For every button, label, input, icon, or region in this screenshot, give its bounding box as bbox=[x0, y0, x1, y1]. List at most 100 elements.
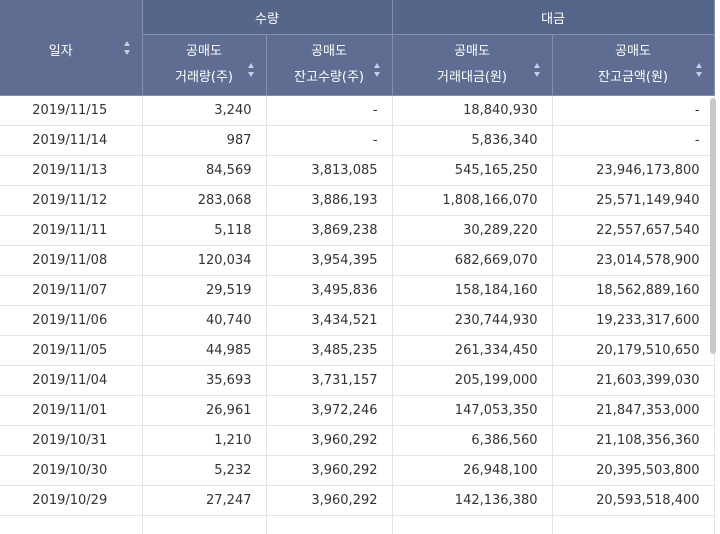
short-trade-value-cell: 147,053,350 bbox=[392, 395, 553, 426]
table-row: 2019/11/12 283,068 3,886,193 1,808,166,070 2… bbox=[0, 185, 715, 216]
date-cell bbox=[0, 515, 143, 534]
short-balance-qty-cell: 3,485,235 bbox=[266, 335, 393, 366]
short-balance-amount-cell: 23,946,173,800 bbox=[552, 155, 715, 186]
table-row: 2019/11/11 5,118 3,869,238 30,289,220 22,557… bbox=[0, 215, 715, 246]
short-volume-cell bbox=[142, 515, 267, 534]
table-row: 2019/11/14 987-5,836,340- bbox=[0, 125, 715, 156]
short-volume-cell: 3,240 bbox=[142, 95, 267, 126]
short-volume-cell: 987 bbox=[142, 125, 267, 156]
short-balance-qty-cell: 3,960,292 bbox=[266, 425, 393, 456]
short-trade-value-header[interactable]: 공매도 거래대금(원) bbox=[392, 34, 553, 96]
short-balance-amount-cell: 21,847,353,000 bbox=[552, 395, 715, 426]
short-balance-amount-cell: 20,179,510,650 bbox=[552, 335, 715, 366]
table-row: 2019/10/31 1,210 3,960,292 6,386,560 21,108,… bbox=[0, 425, 715, 456]
short-volume-cell: 1,210 bbox=[142, 425, 267, 456]
date-column-header[interactable]: 일자 bbox=[0, 0, 143, 96]
short-balance-amount-cell: 20,395,503,800 bbox=[552, 455, 715, 486]
header-line-2: 잔고수량(주) bbox=[294, 70, 364, 85]
header-line-1: 공매도 bbox=[454, 44, 490, 59]
short-balance-qty-cell: - bbox=[266, 95, 393, 126]
short-trade-value-cell: 26,948,100 bbox=[392, 455, 553, 486]
date-cell: 2019/11/06 bbox=[0, 305, 143, 336]
date-cell: 2019/11/15 bbox=[0, 95, 143, 126]
sort-icon[interactable] bbox=[695, 63, 703, 77]
short-balance-amount-cell: 19,233,317,600 bbox=[552, 305, 715, 336]
short-balance-amount-header[interactable]: 공매도 잔고금액(원) bbox=[552, 34, 715, 96]
short-volume-cell: 44,985 bbox=[142, 335, 267, 366]
short-volume-cell: 120,034 bbox=[142, 245, 267, 276]
table-row: 2019/11/01 26,961 3,972,246 147,053,350 21,8… bbox=[0, 395, 715, 426]
short-volume-cell: 27,247 bbox=[142, 485, 267, 516]
date-cell: 2019/11/01 bbox=[0, 395, 143, 426]
short-volume-header[interactable]: 공매도 거래량(주) bbox=[142, 34, 267, 96]
short-balance-qty-cell: - bbox=[266, 125, 393, 156]
date-header-label: 일자 bbox=[48, 44, 73, 59]
short-volume-cell: 40,740 bbox=[142, 305, 267, 336]
vertical-scrollbar[interactable] bbox=[710, 98, 716, 354]
date-cell: 2019/11/07 bbox=[0, 275, 143, 306]
header-line-1: 공매도 bbox=[186, 44, 222, 59]
short-balance-qty-cell: 3,731,157 bbox=[266, 365, 393, 396]
short-trade-value-cell: 230,744,930 bbox=[392, 305, 553, 336]
date-cell: 2019/11/08 bbox=[0, 245, 143, 276]
short-balance-amount-cell bbox=[552, 515, 715, 534]
table-body: 2019/11/15 3,240-18,840,930-2019/11/14 987… bbox=[0, 95, 715, 534]
short-balance-qty-cell: 3,960,292 bbox=[266, 485, 393, 516]
short-trade-value-cell: 142,136,380 bbox=[392, 485, 553, 516]
sort-icon[interactable] bbox=[123, 41, 131, 55]
sort-icon[interactable] bbox=[373, 63, 381, 77]
table-row: 2019/11/07 29,519 3,495,836 158,184,160 18,5… bbox=[0, 275, 715, 306]
table-row: 2019/10/30 5,232 3,960,292 26,948,100 20,395… bbox=[0, 455, 715, 486]
short-balance-qty-cell: 3,886,193 bbox=[266, 185, 393, 216]
short-trade-value-cell: 682,669,070 bbox=[392, 245, 553, 276]
table-row: 2019/11/15 3,240-18,840,930- bbox=[0, 95, 715, 126]
header-line-2: 거래대금(원) bbox=[437, 70, 507, 85]
short-volume-cell: 5,232 bbox=[142, 455, 267, 486]
short-balance-qty-cell: 3,954,395 bbox=[266, 245, 393, 276]
amount-group-header: 대금 bbox=[392, 0, 715, 35]
short-balance-amount-cell: 22,557,657,540 bbox=[552, 215, 715, 246]
short-balance-amount-cell: - bbox=[552, 95, 715, 126]
short-trade-value-cell bbox=[392, 515, 553, 534]
short-balance-qty-cell: 3,869,238 bbox=[266, 215, 393, 246]
short-balance-amount-cell: 21,108,356,360 bbox=[552, 425, 715, 456]
short-balance-amount-cell: 18,562,889,160 bbox=[552, 275, 715, 306]
header-line-2: 거래량(주) bbox=[175, 70, 233, 85]
quantity-group-header: 수량 bbox=[142, 0, 393, 35]
short-balance-amount-cell: - bbox=[552, 125, 715, 156]
short-trade-value-cell: 261,334,450 bbox=[392, 335, 553, 366]
short-balance-qty-header[interactable]: 공매도 잔고수량(주) bbox=[266, 34, 393, 96]
short-volume-cell: 26,961 bbox=[142, 395, 267, 426]
short-balance-qty-cell: 3,972,246 bbox=[266, 395, 393, 426]
short-balance-qty-cell: 3,813,085 bbox=[266, 155, 393, 186]
short-balance-amount-cell: 23,014,578,900 bbox=[552, 245, 715, 276]
date-cell: 2019/11/04 bbox=[0, 365, 143, 396]
date-cell: 2019/11/05 bbox=[0, 335, 143, 366]
short-volume-cell: 84,569 bbox=[142, 155, 267, 186]
table-row: 2019/11/04 35,693 3,731,157 205,199,000 21,6… bbox=[0, 365, 715, 396]
short-volume-cell: 29,519 bbox=[142, 275, 267, 306]
short-trade-value-cell: 30,289,220 bbox=[392, 215, 553, 246]
date-cell: 2019/11/12 bbox=[0, 185, 143, 216]
short-balance-qty-cell: 3,495,836 bbox=[266, 275, 393, 306]
table-row: 2019/11/13 84,569 3,813,085 545,165,250 23,9… bbox=[0, 155, 715, 186]
date-cell: 2019/11/11 bbox=[0, 215, 143, 246]
date-cell: 2019/10/31 bbox=[0, 425, 143, 456]
short-trade-value-cell: 18,840,930 bbox=[392, 95, 553, 126]
table-row: 2019/11/06 40,740 3,434,521 230,744,930 19,2… bbox=[0, 305, 715, 336]
header-line-1: 공매도 bbox=[615, 44, 651, 59]
date-cell: 2019/10/30 bbox=[0, 455, 143, 486]
sort-icon[interactable] bbox=[247, 63, 255, 77]
table-row: 2019/11/05 44,985 3,485,235 261,334,450 20,1… bbox=[0, 335, 715, 366]
short-balance-amount-cell: 25,571,149,940 bbox=[552, 185, 715, 216]
short-volume-cell: 35,693 bbox=[142, 365, 267, 396]
short-trade-value-cell: 205,199,000 bbox=[392, 365, 553, 396]
table-row: 2019/11/08 120,034 3,954,395 682,669,070 23,… bbox=[0, 245, 715, 276]
short-trade-value-cell: 6,386,560 bbox=[392, 425, 553, 456]
short-balance-amount-cell: 20,593,518,400 bbox=[552, 485, 715, 516]
sort-icon[interactable] bbox=[533, 63, 541, 77]
date-cell: 2019/10/29 bbox=[0, 485, 143, 516]
table-row: 2019/10/29 27,247 3,960,292 142,136,380 20,5… bbox=[0, 485, 715, 516]
date-cell: 2019/11/13 bbox=[0, 155, 143, 186]
